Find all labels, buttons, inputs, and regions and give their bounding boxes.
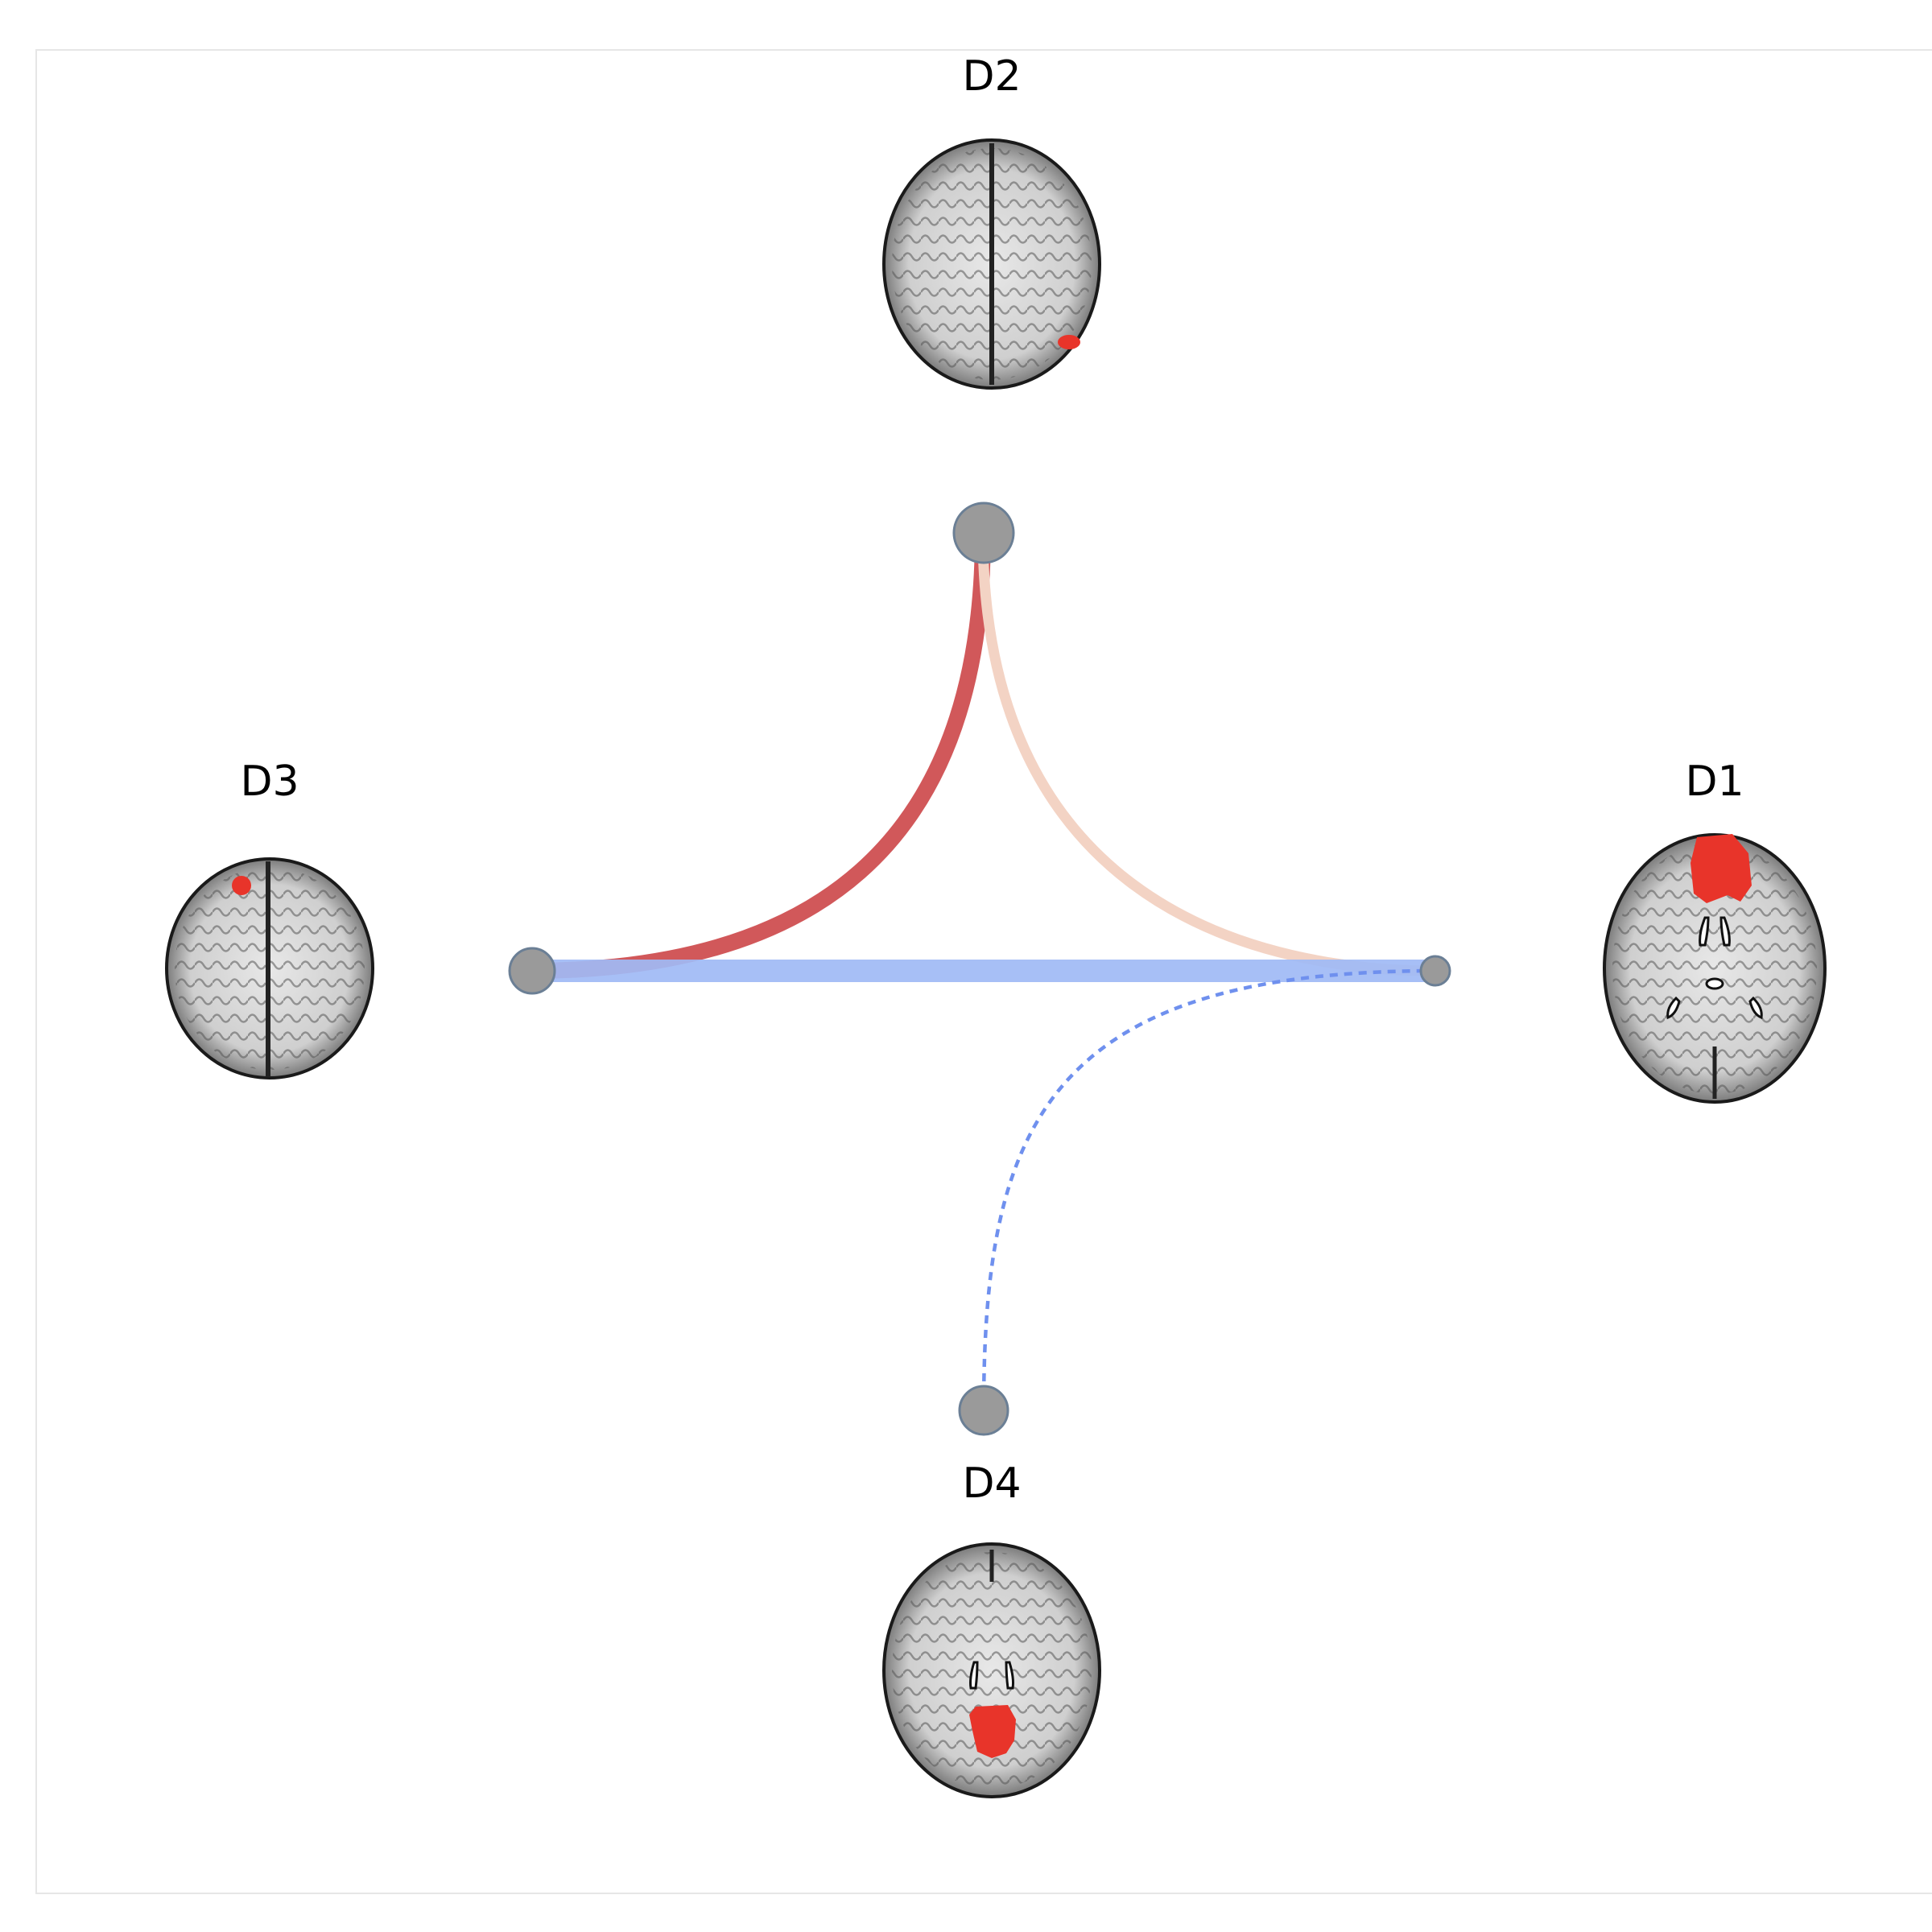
node-d4[interactable] bbox=[958, 1385, 1009, 1436]
brain-texture-d4 bbox=[892, 1552, 1092, 1789]
roi-d4 bbox=[969, 1705, 1016, 1758]
nodes bbox=[508, 502, 1451, 1436]
label-d4: D4 bbox=[962, 1459, 1021, 1508]
label-d2: D2 bbox=[962, 52, 1021, 101]
edge-d2-d3 bbox=[524, 525, 991, 979]
ventricles-d4 bbox=[969, 1661, 1014, 1690]
brain-d1: D1 bbox=[1603, 758, 1827, 1104]
roi-d3 bbox=[232, 876, 251, 895]
edges bbox=[524, 525, 1441, 1411]
label-d1: D1 bbox=[1685, 758, 1744, 806]
brain-d2: D2 bbox=[882, 52, 1101, 390]
roi-d1 bbox=[1690, 834, 1752, 903]
brain-d3: D3 bbox=[165, 758, 374, 1080]
brain-d4: D4 bbox=[882, 1459, 1101, 1798]
roi-d2 bbox=[1058, 335, 1080, 349]
brain-texture-d1 bbox=[1612, 843, 1817, 1094]
edge-d2-d1 bbox=[977, 527, 1441, 976]
node-d2[interactable] bbox=[952, 502, 1015, 564]
label-d3: D3 bbox=[240, 758, 299, 806]
node-d3[interactable] bbox=[508, 947, 556, 995]
ventricles-d1 bbox=[1666, 916, 1763, 1020]
edge-d4-d1 bbox=[981, 968, 1436, 1411]
plot-frame bbox=[35, 49, 1932, 1894]
node-d1[interactable] bbox=[1419, 955, 1451, 987]
